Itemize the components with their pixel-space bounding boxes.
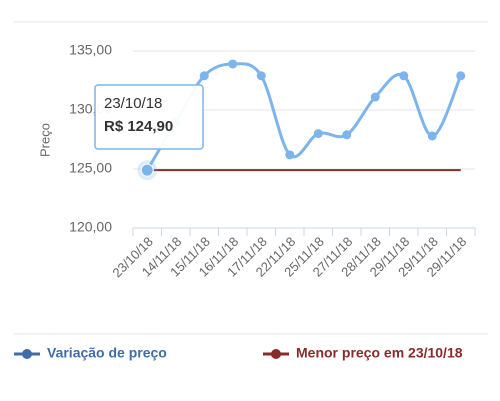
tooltip-date: 23/10/18 bbox=[104, 95, 162, 112]
y-axis-title: Preço bbox=[37, 123, 52, 157]
point bbox=[228, 59, 238, 69]
point bbox=[342, 130, 352, 140]
legend-symbol-dot bbox=[22, 349, 32, 359]
tooltip-box bbox=[94, 84, 204, 150]
legend-symbol-dot bbox=[271, 349, 281, 359]
point bbox=[199, 71, 209, 81]
y-tick-label: 120,00 bbox=[69, 219, 112, 235]
point bbox=[399, 71, 409, 81]
point bbox=[256, 71, 266, 81]
y-tick-label: 125,00 bbox=[69, 160, 112, 176]
point bbox=[285, 150, 295, 160]
point bbox=[140, 163, 154, 177]
y-tick-label: 135,00 bbox=[69, 42, 112, 58]
point bbox=[370, 92, 380, 102]
legend-label: Variação de preço bbox=[47, 345, 167, 361]
point bbox=[456, 71, 466, 81]
tooltip: 23/10/18 R$ 124,90 bbox=[94, 84, 204, 150]
legend-label: Menor preço em 23/10/18 bbox=[296, 345, 463, 361]
point bbox=[313, 129, 323, 139]
tooltip-value: R$ 124,90 bbox=[104, 118, 173, 135]
point bbox=[427, 131, 437, 141]
